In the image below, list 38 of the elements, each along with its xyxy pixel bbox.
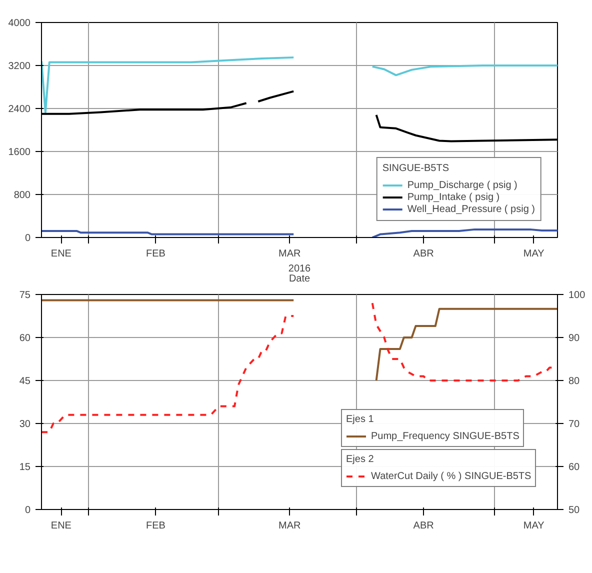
y-tick-label: 30: [19, 419, 31, 430]
y-tick-label: 0: [24, 505, 31, 516]
y2-tick-label: 80: [568, 376, 580, 387]
y2-tick-label: 100: [568, 290, 586, 301]
x-tick-label: FEB: [146, 520, 166, 532]
y2-tick-label: 90: [568, 333, 580, 344]
y-tick-label: 2400: [8, 104, 31, 115]
y-tick-label: 0: [24, 233, 31, 244]
legend-label: Pump_Discharge ( psig ): [407, 179, 518, 191]
legend-label: Pump_Intake ( psig ): [407, 191, 500, 203]
y-tick-label: 75: [19, 290, 31, 301]
x-tick-label: MAR: [278, 248, 301, 260]
text: 2016: [288, 264, 312, 274]
y-tick-label: 60: [19, 333, 31, 344]
y-tick-label: 4000: [8, 18, 31, 29]
legend-title: SINGUE-B5TS: [382, 163, 450, 174]
text: Ejes 2: [346, 454, 374, 465]
y2-tick-label: 50: [568, 505, 580, 516]
y-tick-label: 3200: [8, 61, 31, 72]
x-tick-label: MAY: [523, 520, 545, 532]
text: Ejes 1: [346, 414, 374, 425]
x-tick-label: MAR: [278, 520, 301, 532]
legend-label: WaterCut Daily ( % ) SINGUE-B5TS: [371, 470, 532, 482]
legend-label: Well_Head_Pressure ( psig ): [407, 203, 535, 215]
x-tick-label: ENE: [50, 248, 72, 260]
x-tick-label: FEB: [146, 248, 166, 260]
x-tick-label: MAY: [523, 248, 545, 260]
x-tick-label: ENE: [50, 520, 72, 532]
y-tick-label: 45: [19, 376, 31, 387]
x-tick-label: ABR: [413, 248, 434, 260]
x-tick-label: ABR: [413, 520, 434, 532]
y-tick-label: 1600: [8, 147, 31, 158]
y-tick-label: 15: [19, 462, 31, 473]
x-axis-title: Date: [288, 274, 310, 284]
y2-tick-label: 70: [568, 419, 580, 430]
legend-label: Pump_Frequency SINGUE-B5TS: [371, 430, 520, 442]
y2-tick-label: 60: [568, 462, 580, 473]
y-tick-label: 800: [14, 190, 31, 201]
